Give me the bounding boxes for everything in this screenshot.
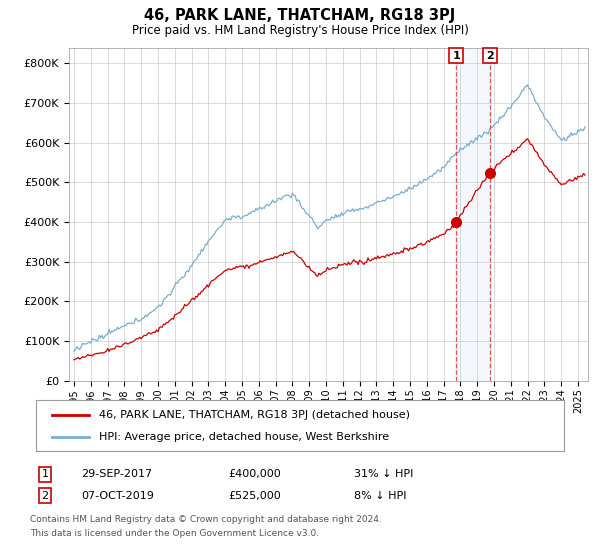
Text: This data is licensed under the Open Government Licence v3.0.: This data is licensed under the Open Gov… [30,529,319,538]
Text: Contains HM Land Registry data © Crown copyright and database right 2024.: Contains HM Land Registry data © Crown c… [30,515,382,524]
Text: £525,000: £525,000 [228,491,281,501]
Text: 07-OCT-2019: 07-OCT-2019 [81,491,154,501]
Text: Price paid vs. HM Land Registry's House Price Index (HPI): Price paid vs. HM Land Registry's House … [131,24,469,36]
Text: 29-SEP-2017: 29-SEP-2017 [81,469,152,479]
Text: 1: 1 [452,50,460,60]
Text: 2: 2 [41,491,49,501]
Text: HPI: Average price, detached house, West Berkshire: HPI: Average price, detached house, West… [100,432,389,442]
Text: £400,000: £400,000 [228,469,281,479]
Text: 46, PARK LANE, THATCHAM, RG18 3PJ: 46, PARK LANE, THATCHAM, RG18 3PJ [145,8,455,24]
Text: 31% ↓ HPI: 31% ↓ HPI [354,469,413,479]
Text: 1: 1 [41,469,49,479]
Bar [456,48,490,381]
Text: 46, PARK LANE, THATCHAM, RG18 3PJ (detached house): 46, PARK LANE, THATCHAM, RG18 3PJ (detac… [100,409,410,419]
Text: 8% ↓ HPI: 8% ↓ HPI [354,491,407,501]
Text: 2: 2 [486,50,494,60]
